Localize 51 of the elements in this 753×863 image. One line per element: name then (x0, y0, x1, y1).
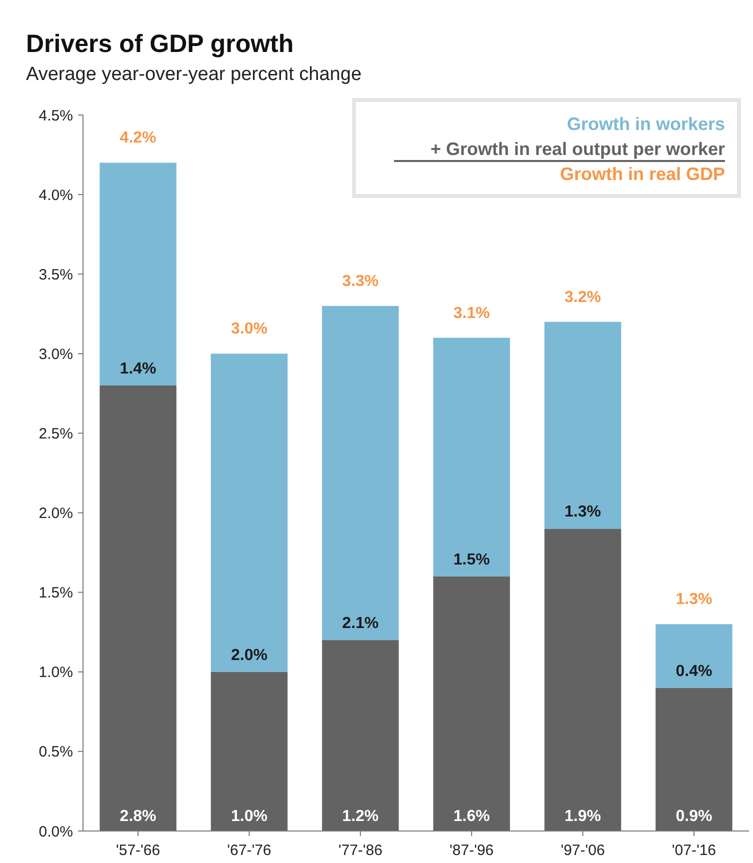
x-tick-label: '67-'76 (227, 842, 272, 859)
bar (656, 624, 732, 688)
bar (433, 338, 510, 576)
total-label: 4.2% (120, 130, 156, 147)
data-label: 1.2% (342, 808, 379, 825)
chart-subtitle: Average year-over-year percent change (26, 64, 362, 85)
data-label: 1.0% (230, 808, 268, 825)
data-label: 1.3% (564, 504, 602, 521)
x-tick-label: '87-'96 (450, 842, 494, 859)
bar (656, 688, 732, 831)
text: Growth in workers (566, 114, 725, 134)
data-label: 1.5% (453, 551, 490, 568)
data-label: 1.9% (564, 808, 602, 825)
data-label: 0.9% (676, 808, 712, 825)
data-label: 2.8% (120, 808, 156, 825)
y-tick-label: 1.5% (38, 584, 73, 602)
x-tick-label: '97-'06 (560, 842, 605, 859)
x-tick-label: '07-'16 (672, 842, 716, 859)
bar (100, 385, 176, 831)
total-label: 3.1% (453, 304, 490, 322)
total-label: 3.3% (342, 272, 379, 290)
x-tick-label: '57-'66 (116, 842, 160, 859)
total-label: 3.2% (564, 288, 602, 306)
bar (322, 306, 399, 640)
bar (433, 576, 510, 831)
bar (210, 672, 288, 831)
x-tick-label: '77-'86 (338, 842, 382, 859)
y-tick-label: 3.5% (38, 266, 73, 284)
data-label: 2.0% (230, 646, 268, 664)
text: + Growth in real output per worker (430, 139, 725, 159)
y-tick-label: 0.0% (38, 823, 73, 840)
y-tick-label: 2.0% (38, 505, 73, 522)
annotation: Growth in real GDP (560, 164, 725, 184)
data-label: 1.4% (120, 360, 156, 378)
bar (544, 322, 622, 529)
bar (210, 354, 288, 672)
data-label: 2.1% (342, 615, 379, 632)
total-label: 3.0% (230, 320, 268, 338)
total-label: 1.3% (676, 591, 712, 608)
chart-title: Drivers of GDP growth (26, 30, 294, 58)
y-tick-label: 0.5% (38, 744, 73, 761)
bar (322, 640, 399, 831)
y-tick-label: 1.0% (38, 664, 73, 682)
data-label: 0.4% (676, 662, 712, 680)
bar (100, 162, 176, 386)
bar (544, 528, 622, 831)
data-label: 1.6% (453, 808, 490, 825)
y-tick-label: 4.0% (38, 186, 73, 204)
y-tick-label: 4.5% (38, 107, 73, 124)
y-tick-label: 3.0% (38, 346, 73, 363)
y-tick-label: 2.5% (38, 425, 73, 442)
